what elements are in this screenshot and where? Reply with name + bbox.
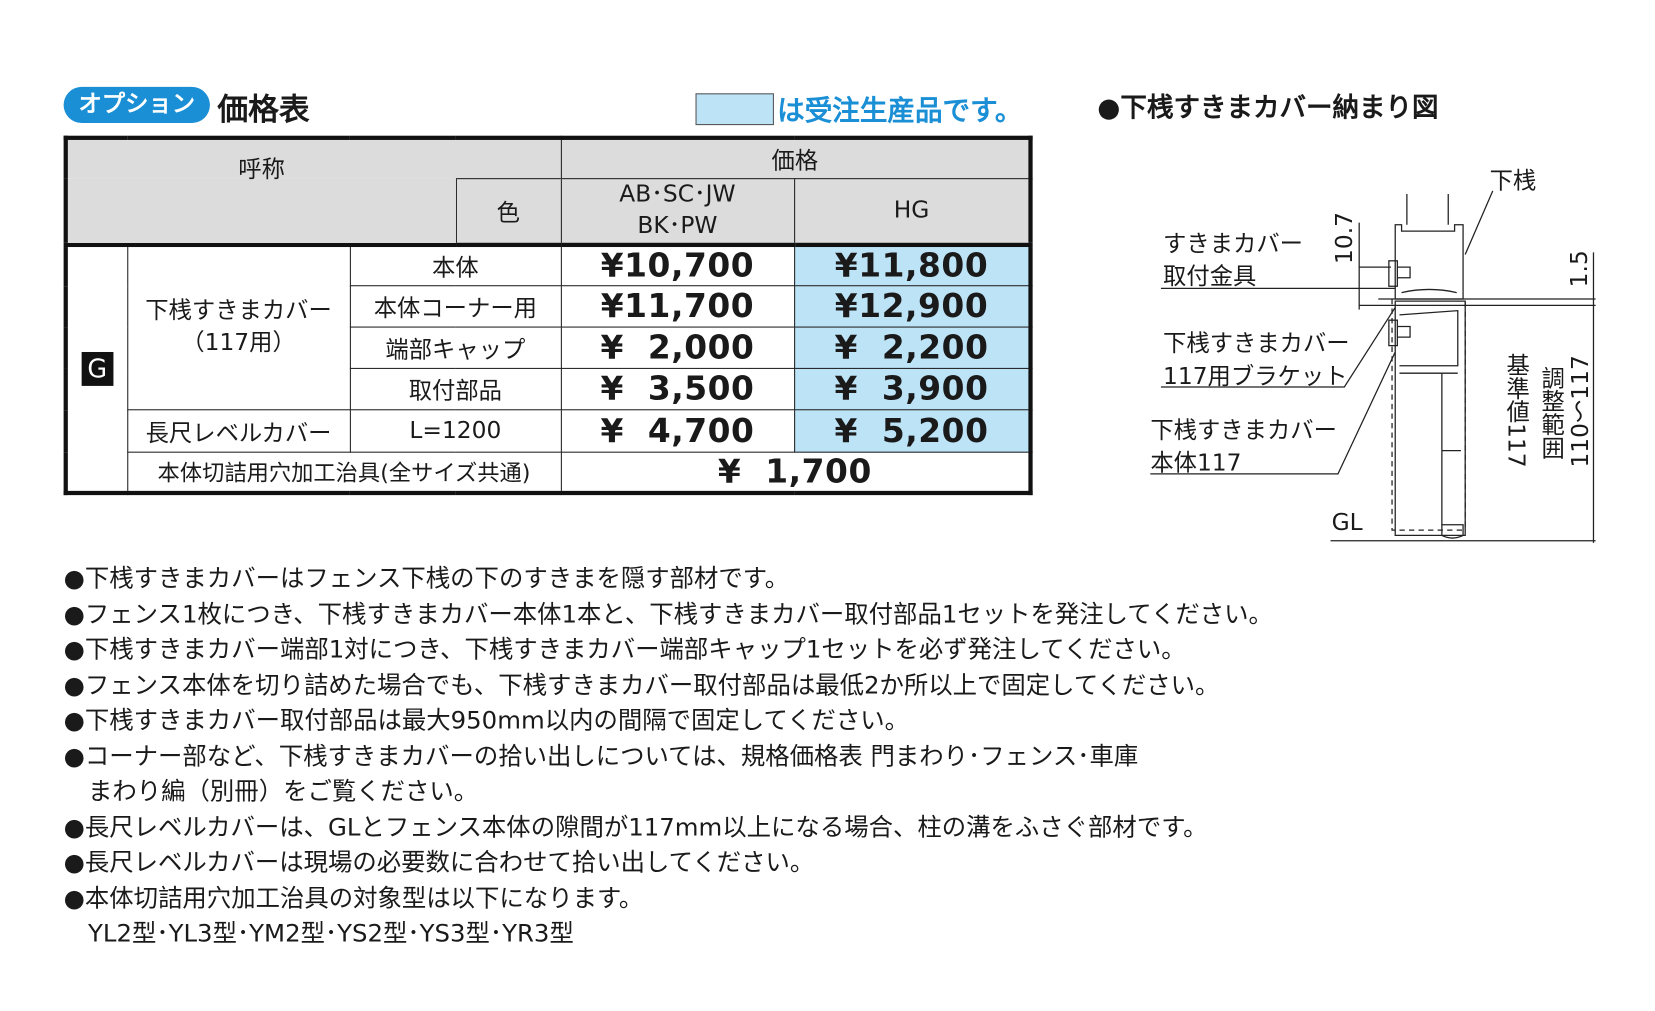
note: ●長尺レベルカバーは現場の必要数に合わせて拾い出してください。 (63, 849, 815, 877)
dim-10-7: 10.7 (1331, 212, 1359, 264)
note: ●下桟すきまカバー取付部品は最大950mm以内の間隔で固定してください。 (63, 707, 910, 735)
note: ●下桟すきまカバー端部1対につき、下桟すきまカバー端部キャップ1セットを必ず発注… (63, 636, 1186, 664)
dim-range: 110～117 (1568, 355, 1595, 468)
table-row: 本体コーナー用 ¥11,700 ¥12,900 (66, 285, 1032, 328)
price-standard: ¥ 4,700 (560, 409, 795, 453)
legend-text: は受注生産品です。 (777, 95, 1023, 128)
price-hg: ¥ 5,200 (793, 409, 1032, 453)
legend-swatch (695, 93, 774, 126)
label-body-2: 本体117 (1150, 450, 1242, 478)
item-cover-name: 下桟すきまカバー （117用） (126, 243, 351, 411)
row-sub: 本体 (349, 243, 562, 287)
note: ●下桟すきまカバーはフェンス下桟の下のすきまを隠す部材です。 (63, 565, 790, 593)
header-col-standard: AB･SC･JW BK･PW (560, 177, 795, 247)
diagram-title: ●下桟すきまカバー納まり図 (1097, 92, 1439, 123)
label-body-1: 下桟すきまカバー (1150, 417, 1337, 445)
option-badge: オプション (63, 86, 210, 123)
header-col-hg: HG (793, 177, 1032, 247)
price-table: 価格 呼称 色 AB･SC･JW BK･PW HG G 下桟すきまカバー （117用… (63, 135, 1033, 496)
row-name: 本体切詰用穴加工治具(全サイズ共通) (126, 451, 562, 494)
price-standard: ¥ 2,000 (560, 326, 795, 369)
header-col1-line2: BK･PW (637, 212, 718, 240)
note: ●長尺レベルカバーは、GLとフェンス本体の隙間が117mm以上になる場合、柱の溝… (63, 813, 1208, 842)
price-hg: ¥11,800 (793, 243, 1032, 287)
price-hg: ¥12,900 (793, 285, 1032, 328)
price-common: ¥ 1,700 (560, 451, 1032, 494)
row-name: 長尺レベルカバー (126, 409, 351, 453)
header-col1-line1: AB･SC･JW (619, 180, 736, 208)
label-gl: GL (1331, 509, 1363, 537)
page-title: 価格表 (217, 91, 310, 128)
price-standard: ¥10,700 (560, 243, 795, 287)
group-cell: G (65, 243, 128, 494)
header-name: 呼称 (65, 157, 457, 247)
item-name-line2: （117用） (181, 329, 296, 357)
note: ●コーナー部など、下桟すきまカバーの拾い出しについては、規格価格表 門まわり･フ… (63, 742, 1139, 771)
note: ●フェンス1枚につき、下桟すきまカバー本体1本と、下桟すきまカバー取付部品1セッ… (63, 600, 1273, 629)
table-row: G 下桟すきまカバー （117用） 本体 ¥10,700 ¥11,800 (65, 243, 1032, 494)
header-name-top (65, 137, 562, 179)
item-name-line1: 下桟すきまカバー (145, 298, 332, 325)
group-badge: G (81, 351, 114, 386)
label-fitting-1: すきまカバー (1163, 231, 1304, 258)
dim-1-5: 1.5 (1566, 250, 1594, 288)
rail-profile (1394, 224, 1464, 300)
price-standard: ¥11,700 (560, 285, 795, 328)
note: ●フェンス本体を切り詰めた場合でも、下桟すきまカバー取付部品は最低2か所以上で固… (63, 671, 1220, 700)
row-sub: 取付部品 (349, 367, 562, 411)
header-price: 価格 (560, 137, 1032, 179)
table-row: 本体切詰用穴加工治具(全サイズ共通) ¥ 1,700 (66, 451, 1032, 494)
row-sub: L=1200 (349, 409, 562, 453)
note: まわり編（別冊）をご覧ください。 (87, 778, 479, 806)
label-fitting-2: 取付金具 (1163, 263, 1257, 291)
dim-adjust: 調整範囲 (1537, 365, 1564, 460)
table-row: 長尺レベルカバー L=1200 ¥ 4,700 ¥ 5,200 (66, 409, 1032, 453)
note: YL2型･YL3型･YM2型･YS2型･YS3型･YR3型 (87, 920, 574, 948)
header-name-label: 呼称 (238, 157, 285, 184)
label-bracket-2: 117用ブラケット (1163, 363, 1348, 391)
dim-standard: 基準値117 (1502, 353, 1529, 468)
table-row: 取付部品 ¥ 3,500 ¥ 3,900 (66, 367, 1032, 411)
cover-body (1394, 300, 1466, 537)
price-standard: ¥ 3,500 (560, 367, 795, 411)
note: ●本体切詰用穴加工治具の対象型は以下になります。 (63, 884, 644, 913)
row-sub: 本体コーナー用 (349, 285, 562, 328)
header-color: 色 (455, 177, 562, 247)
notes: ●下桟すきまカバーはフェンス下桟の下のすきまを隠す部材です。 ●フェンス1枚につ… (64, 562, 1273, 953)
label-rail: 下桟 (1489, 168, 1537, 196)
label-bracket-1: 下桟すきまカバー (1163, 330, 1350, 358)
price-hg: ¥ 2,200 (793, 326, 1032, 369)
price-hg: ¥ 3,900 (793, 367, 1032, 411)
